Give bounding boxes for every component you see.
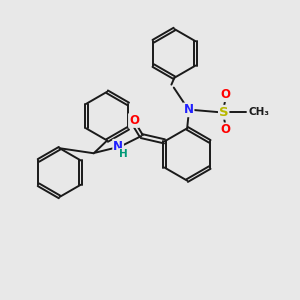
- Text: O: O: [129, 114, 139, 127]
- Text: N: N: [113, 140, 123, 153]
- Text: H: H: [119, 149, 128, 159]
- Text: O: O: [220, 123, 230, 136]
- Text: CH₃: CH₃: [248, 107, 269, 117]
- Text: O: O: [220, 88, 230, 101]
- Text: N: N: [184, 103, 194, 116]
- Text: S: S: [219, 106, 229, 119]
